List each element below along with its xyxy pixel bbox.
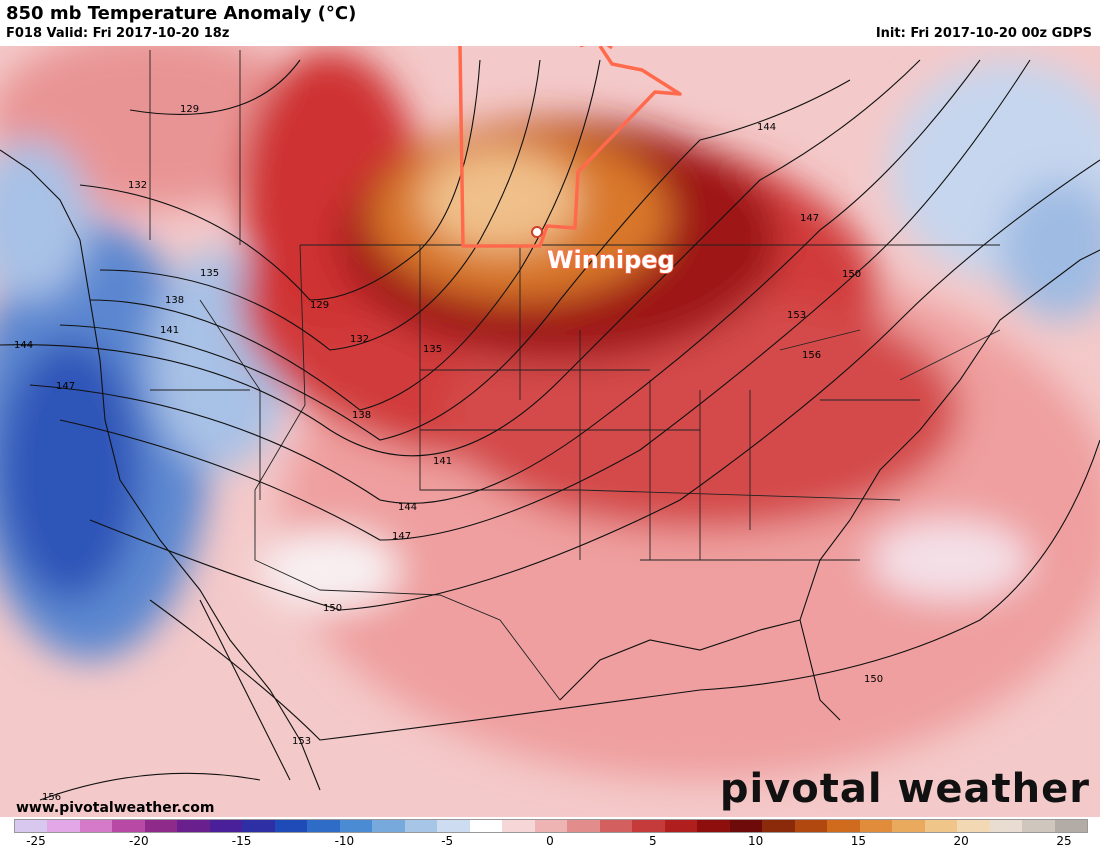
colorbar-swatch — [79, 820, 113, 832]
anomaly-map[interactable]: 129 132 135 138 141 144 147 150 153 156 … — [0, 46, 1100, 817]
colorbar-tick-label: 5 — [648, 834, 657, 848]
contour-label: 141 — [160, 325, 179, 336]
contour-label: 129 — [180, 104, 199, 115]
colorbar-swatch — [827, 820, 860, 832]
contour-label: 150 — [323, 603, 342, 614]
colorbar-swatch — [1022, 820, 1055, 832]
colorbar-swatch — [632, 820, 665, 832]
map-title: 850 mb Temperature Anomaly (°C) — [6, 3, 357, 24]
colorbar-swatch — [404, 820, 438, 832]
contour-label: 138 — [165, 295, 184, 306]
contour-label: 132 — [128, 180, 147, 191]
colorbar-tick-label: 15 — [850, 834, 867, 848]
colorbar-swatch — [242, 820, 275, 832]
colorbar-swatch — [989, 820, 1023, 832]
colorbar-swatch — [112, 820, 145, 832]
contour-label: 144 — [14, 340, 33, 351]
colorbar-swatch — [892, 820, 925, 832]
colorbar-strip — [14, 819, 1088, 833]
contour-label: 156 — [802, 350, 821, 361]
contour-label: 144 — [757, 122, 776, 133]
contour-label: 132 — [350, 334, 369, 345]
contour-labels: 129 132 135 138 141 144 147 150 153 156 … — [14, 104, 883, 803]
contour-label: 129 — [310, 300, 329, 311]
colorbar-swatch — [177, 820, 210, 832]
city-label-winnipeg: Winnipeg — [547, 246, 675, 274]
colorbar-swatch — [502, 820, 535, 832]
colorbar-swatch — [372, 820, 405, 832]
contour-label: 156 — [42, 792, 61, 803]
website-watermark: www.pivotalweather.com — [16, 800, 215, 816]
colorbar-swatch — [274, 820, 308, 832]
colorbar-swatch — [437, 820, 470, 832]
colorbar-swatch — [209, 820, 243, 832]
colorbar-tick-label: -25 — [26, 834, 46, 848]
colorbar-tick-label: -15 — [231, 834, 252, 848]
init-time: Init: Fri 2017-10-20 00z GDPS — [875, 26, 1092, 41]
contour-label: 147 — [392, 531, 411, 542]
contour-label: 135 — [423, 344, 442, 355]
colorbar-swatch — [15, 820, 48, 832]
colorbar-swatch — [144, 820, 178, 832]
colorbar-swatch — [1054, 820, 1087, 832]
colorbar-tick-label: 20 — [953, 834, 969, 848]
coastlines — [0, 149, 1100, 791]
colorbar-swatch — [957, 820, 990, 832]
colorbar-swatch — [567, 820, 600, 832]
colorbar-swatch — [47, 820, 80, 832]
state-boundaries — [149, 50, 1001, 701]
contour-label: 150 — [842, 269, 861, 280]
colorbar-swatch — [794, 820, 828, 832]
colorbar-swatch — [729, 820, 763, 832]
contour-label: 141 — [433, 456, 452, 467]
colorbar-tick-label: -20 — [128, 834, 149, 848]
colorbar-swatch — [469, 820, 503, 832]
contour-label: 153 — [787, 310, 806, 321]
colorbar-swatch — [534, 820, 568, 832]
colorbar-swatch — [697, 820, 730, 832]
height-contours — [0, 59, 1100, 801]
colorbar-swatch — [664, 820, 698, 832]
contour-label: 138 — [352, 410, 371, 421]
contour-label: 150 — [864, 674, 883, 685]
colorbar-swatch — [762, 820, 795, 832]
colorbar-swatch — [339, 820, 373, 832]
brand-logo: pivotal weather — [719, 766, 1090, 812]
colorbar-tick-label: -5 — [441, 834, 454, 848]
province-highlight — [458, 46, 682, 248]
contour-label: 144 — [398, 502, 417, 513]
contour-label: 135 — [200, 268, 219, 279]
colorbar: -25 -20 -15 -10 -5 0 5 10 15 20 25 — [0, 817, 1100, 850]
contour-label: 153 — [292, 736, 311, 747]
city-marker-winnipeg[interactable] — [531, 226, 543, 238]
colorbar-tick-label: 10 — [747, 834, 764, 848]
colorbar-swatch — [307, 820, 340, 832]
valid-time: F018 Valid: Fri 2017-10-20 18z — [6, 26, 230, 41]
colorbar-swatch — [859, 820, 893, 832]
colorbar-swatch — [924, 820, 958, 832]
contour-label: 147 — [56, 381, 75, 392]
contour-label: 147 — [800, 213, 819, 224]
colorbar-tick-label: -10 — [334, 834, 355, 848]
map-header: 850 mb Temperature Anomaly (°C) F018 Val… — [0, 0, 1100, 46]
colorbar-tick-label: 25 — [1056, 834, 1072, 848]
colorbar-tick-label: 0 — [546, 834, 554, 848]
colorbar-swatch — [599, 820, 633, 832]
